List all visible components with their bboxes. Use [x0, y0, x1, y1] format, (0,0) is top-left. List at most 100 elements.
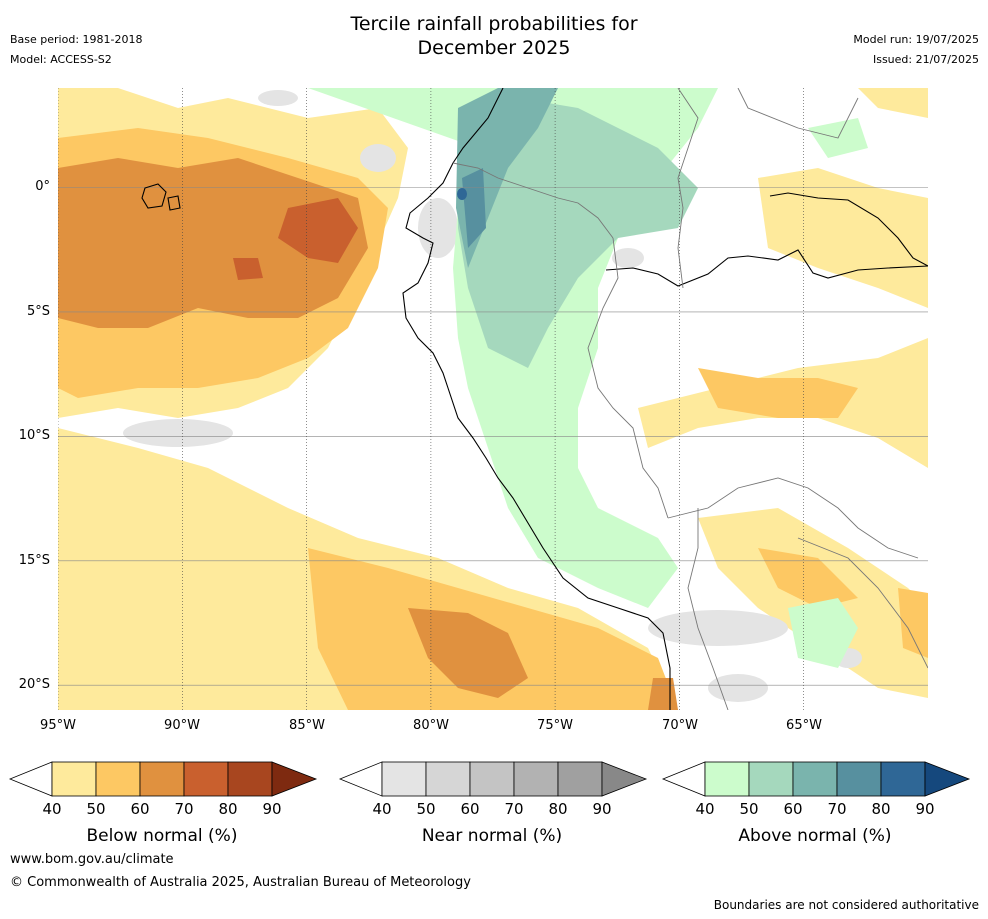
near-swatch-50-60 — [425, 761, 471, 797]
near-tick-70: 70 — [504, 800, 524, 818]
model-name: Model: ACCESS-S2 — [10, 53, 112, 66]
above-tick-40: 40 — [695, 800, 715, 818]
near-50-patch-6 — [418, 198, 458, 258]
amazon-river-coast — [769, 192, 928, 267]
above-swatch-60-70 — [792, 761, 838, 797]
above-normal-region — [308, 88, 868, 668]
below-70-coast-south — [648, 678, 678, 710]
lat-label-0: 0° — [35, 179, 50, 194]
above-90-spot — [457, 188, 467, 200]
near-normal-colorbar — [338, 761, 648, 797]
near-swatch-40-50 — [381, 761, 427, 797]
country-borders — [452, 88, 928, 710]
below-50-northeast — [758, 168, 928, 308]
above-colorbar-title: Above normal (%) — [738, 826, 892, 846]
map-svg — [58, 88, 928, 710]
galapagos-1 — [141, 183, 167, 209]
border-brazil-bolivia — [667, 477, 919, 559]
below-80-spot — [233, 258, 263, 280]
meta-left: Base period: 1981-2018 Model: ACCESS-S2 — [10, 30, 142, 70]
below-swatch-80-90 — [227, 761, 273, 797]
grid-lines — [58, 88, 928, 710]
below-swatch-50-60 — [95, 761, 141, 797]
below-70-west — [58, 158, 368, 328]
near-50-patch-1 — [258, 90, 298, 106]
copyright-text: © Commonwealth of Australia 2025, Austra… — [10, 875, 471, 890]
near-50-patch-4 — [648, 610, 788, 646]
issued-date: Issued: 21/07/2025 — [872, 53, 979, 66]
below-tick-60: 60 — [130, 800, 150, 818]
above-tick-70: 70 — [827, 800, 847, 818]
border-guyanas — [737, 88, 859, 139]
website-link[interactable]: www.bom.gov.au/climate — [10, 852, 174, 867]
galapagos-2 — [167, 195, 181, 211]
below-swatch-40-50 — [51, 761, 97, 797]
below-tick-40: 40 — [42, 800, 62, 818]
below-over-arrow — [271, 761, 318, 797]
lat-label-5s: 5°S — [26, 304, 50, 319]
below-tick-70: 70 — [174, 800, 194, 818]
chart-title: Tercile rainfall probabilities for Decem… — [0, 12, 988, 60]
border-colombia-venezuela — [677, 88, 699, 289]
coastline — [141, 88, 928, 710]
above-tick-60: 60 — [783, 800, 803, 818]
title-line-2: December 2025 — [417, 37, 571, 59]
above-swatch-80-90 — [880, 761, 926, 797]
below-50-top-right — [858, 88, 928, 118]
below-under-arrow — [8, 761, 53, 797]
above-over-arrow — [924, 761, 971, 797]
title-line-1: Tercile rainfall probabilities for — [350, 13, 638, 35]
above-under-arrow — [661, 761, 706, 797]
near-tick-60: 60 — [460, 800, 480, 818]
lon-label-85w: 85°W — [289, 718, 325, 733]
below-60-east-2 — [758, 548, 858, 608]
near-50-patch-7 — [612, 248, 644, 268]
near-over-arrow — [601, 761, 648, 797]
border-bolivia-south — [687, 508, 729, 710]
below-60-east-3 — [898, 588, 928, 658]
near-swatch-70-80 — [513, 761, 559, 797]
lat-label-10s: 10°S — [18, 428, 50, 443]
near-50-patch-2 — [360, 144, 396, 172]
below-normal-70-region — [58, 158, 678, 710]
near-50-patch-3 — [123, 419, 233, 447]
below-normal-colorbar — [8, 761, 318, 797]
below-colorbar-title: Below normal (%) — [86, 826, 238, 846]
model-run: Model run: 19/07/2025 — [853, 33, 979, 46]
near-normal-50-region — [123, 90, 862, 702]
border-peru-brazil — [587, 237, 669, 519]
below-80-core — [278, 198, 358, 263]
lon-label-95w: 95°W — [40, 718, 76, 733]
below-swatch-60-70 — [139, 761, 185, 797]
near-swatch-80-90 — [557, 761, 603, 797]
disclaimer-text: Boundaries are not considered authoritat… — [713, 898, 979, 912]
above-tick-80: 80 — [871, 800, 891, 818]
above-normal-colorbar — [661, 761, 971, 797]
probability-map — [58, 88, 928, 710]
above-swatch-40-50 — [704, 761, 750, 797]
lon-label-75w: 75°W — [537, 718, 573, 733]
below-tick-50: 50 — [86, 800, 106, 818]
above-swatch-70-80 — [836, 761, 882, 797]
lon-label-80w: 80°W — [413, 718, 449, 733]
coastline-south-america — [402, 88, 671, 710]
border-colombia-peru — [452, 162, 614, 239]
lat-label-20s: 20°S — [18, 677, 50, 692]
amazon-river — [605, 249, 928, 287]
lat-label-15s: 15°S — [18, 553, 50, 568]
below-swatch-70-80 — [183, 761, 229, 797]
near-colorbar-title: Near normal (%) — [421, 826, 563, 846]
near-under-arrow — [338, 761, 383, 797]
near-tick-40: 40 — [372, 800, 392, 818]
lon-label-65w: 65°W — [786, 718, 822, 733]
near-swatch-60-70 — [469, 761, 515, 797]
meta-right: Model run: 19/07/2025 Issued: 21/07/2025 — [853, 30, 979, 70]
above-tick-50: 50 — [739, 800, 759, 818]
below-tick-90: 90 — [262, 800, 282, 818]
above-50-right-2 — [788, 598, 858, 668]
lon-label-70w: 70°W — [662, 718, 698, 733]
near-tick-50: 50 — [416, 800, 436, 818]
near-tick-80: 80 — [548, 800, 568, 818]
above-swatch-50-60 — [748, 761, 794, 797]
below-60-east-1 — [698, 368, 858, 418]
